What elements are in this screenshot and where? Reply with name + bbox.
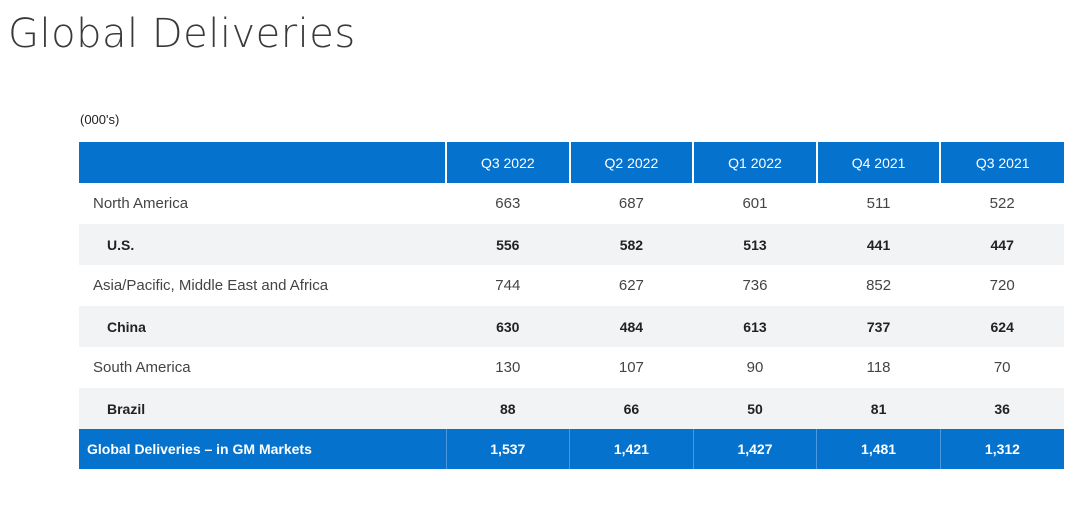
table-cell: 687 <box>618 195 644 212</box>
table-cell: 81 <box>816 388 941 429</box>
row-label: Asia/Pacific, Middle East and Africa <box>93 277 329 294</box>
table-cell: 601 <box>742 195 768 212</box>
total-cell: 1,312 <box>939 429 1064 469</box>
table-cell: 66 <box>569 388 694 429</box>
table-cell: 663 <box>495 195 521 212</box>
units-note: (000's) <box>80 112 120 127</box>
table-row-asia-pacific: Asia/Pacific, Middle East and Africa 744… <box>79 265 1064 306</box>
table-cell: 107 <box>618 359 644 376</box>
table-cell: 522 <box>989 195 1015 212</box>
column-header-q3-2021: Q3 2021 <box>939 142 1064 183</box>
table-row-brazil: Brazil 88 66 50 81 36 <box>79 388 1064 429</box>
table-cell: 852 <box>866 277 892 294</box>
table-cell: 744 <box>495 277 521 294</box>
table-cell: 582 <box>569 224 694 265</box>
table-cell: 118 <box>866 359 891 376</box>
row-label: Brazil <box>79 388 446 429</box>
table-cell: 90 <box>746 359 764 376</box>
table-cell: 556 <box>446 224 570 265</box>
table-cell: 36 <box>940 388 1064 429</box>
total-cell: 1,537 <box>445 429 570 469</box>
table-cell: 447 <box>940 224 1064 265</box>
table-row-global-total: Global Deliveries – in GM Markets 1,537 … <box>79 429 1064 469</box>
column-header-q1-2022: Q1 2022 <box>692 142 817 183</box>
page-title: Global Deliveries <box>8 11 356 57</box>
row-label: China <box>79 306 446 347</box>
table-cell: 624 <box>940 306 1064 347</box>
table-cell: 484 <box>569 306 694 347</box>
table-cell: 613 <box>693 306 817 347</box>
table-cell: 627 <box>618 277 644 294</box>
table-row-north-america: North America 663 687 601 511 522 <box>79 183 1064 224</box>
table-row-china: China 630 484 613 737 624 <box>79 306 1064 347</box>
total-cell: 1,481 <box>816 429 941 469</box>
table-cell: 70 <box>993 359 1011 376</box>
table-cell: 737 <box>816 306 941 347</box>
table-cell: 630 <box>446 306 570 347</box>
table-cell: 50 <box>693 388 817 429</box>
total-row-label: Global Deliveries – in GM Markets <box>79 429 446 469</box>
table-row-us: U.S. 556 582 513 441 447 <box>79 224 1064 265</box>
total-cell: 1,427 <box>692 429 817 469</box>
table-cell: 736 <box>742 277 768 294</box>
column-header-q2-2022: Q2 2022 <box>568 142 694 183</box>
deliveries-table: Q3 2022 Q2 2022 Q1 2022 Q4 2021 Q3 2021 … <box>79 142 1064 469</box>
table-cell: 441 <box>816 224 941 265</box>
table-row-south-america: South America 130 107 90 118 70 <box>79 347 1064 388</box>
table-cell: 720 <box>989 277 1015 294</box>
table-cell: 511 <box>866 195 891 212</box>
column-header-q4-2021: Q4 2021 <box>815 142 941 183</box>
header-label-cell <box>79 142 446 183</box>
column-header-q3-2022: Q3 2022 <box>445 142 570 183</box>
table-cell: 513 <box>693 224 817 265</box>
row-label: U.S. <box>79 224 446 265</box>
row-label: South America <box>93 359 191 376</box>
table-cell: 88 <box>446 388 570 429</box>
total-cell: 1,421 <box>569 429 694 469</box>
header-row: Q3 2022 Q2 2022 Q1 2022 Q4 2021 Q3 2021 <box>79 142 1064 183</box>
row-label: North America <box>93 195 189 212</box>
table-cell: 130 <box>495 359 521 376</box>
